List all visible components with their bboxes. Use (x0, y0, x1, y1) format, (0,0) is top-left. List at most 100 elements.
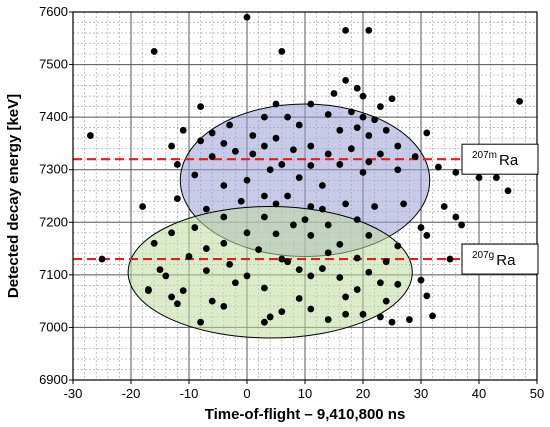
data-point (226, 121, 234, 129)
data-point (243, 13, 251, 21)
data-point (342, 27, 349, 34)
label-box-207m (461, 143, 539, 175)
data-point (319, 265, 326, 272)
data-point (307, 232, 315, 239)
data-point (220, 239, 228, 247)
y-tick-label: 7600 (39, 4, 68, 19)
data-point (278, 48, 286, 55)
data-point (504, 187, 512, 195)
y-tick-label: 7400 (39, 109, 68, 124)
data-point (336, 274, 344, 281)
data-point (278, 308, 286, 316)
label-superscript: 207g (472, 250, 494, 261)
data-point (203, 205, 210, 213)
data-point (394, 280, 402, 288)
data-point (290, 221, 297, 229)
data-point (371, 203, 378, 210)
data-point (388, 318, 396, 326)
y-axis-title: Detected decay energy [keV] (5, 94, 22, 298)
data-point (168, 293, 176, 301)
y-tick-label: 7300 (39, 162, 68, 177)
data-point (394, 166, 402, 174)
y-tick-label: 7100 (39, 267, 68, 282)
data-point (365, 268, 373, 276)
data-point (284, 113, 291, 121)
data-point (284, 192, 291, 200)
data-point (324, 249, 332, 257)
data-point (197, 318, 205, 326)
data-point (452, 168, 460, 176)
data-point (319, 205, 326, 213)
data-point (220, 140, 228, 147)
data-point (382, 258, 390, 266)
x-tick-label: 40 (472, 386, 486, 401)
data-point (307, 203, 315, 210)
data-point (249, 132, 257, 139)
data-point (272, 100, 280, 108)
data-point (174, 195, 181, 203)
data-point (406, 316, 413, 323)
data-point (353, 216, 361, 224)
data-point (261, 113, 268, 121)
data-point (353, 84, 361, 92)
data-point (365, 232, 373, 239)
data-point (237, 197, 245, 205)
data-point (255, 246, 262, 254)
y-tick-label: 7000 (39, 319, 68, 334)
data-point (388, 95, 396, 103)
data-point (272, 230, 280, 238)
data-point (365, 132, 373, 139)
data-point (295, 295, 303, 302)
data-point (249, 150, 257, 158)
data-point (272, 200, 280, 208)
ellipse-lower (127, 206, 413, 339)
data-point (145, 287, 152, 295)
data-point (452, 213, 460, 221)
data-point (371, 116, 378, 124)
data-point (98, 255, 106, 263)
data-point (324, 150, 332, 158)
data-point (423, 129, 431, 137)
x-axis-title: Time-of-flight – 9,410,800 ns (205, 406, 406, 423)
data-point (220, 182, 228, 189)
data-point (353, 124, 361, 132)
label-superscript: 207m (472, 150, 497, 161)
x-tick-label: -20 (122, 386, 141, 401)
data-point (382, 126, 390, 134)
data-point (150, 239, 158, 247)
data-point (226, 260, 234, 268)
x-tick-label: 20 (356, 386, 370, 401)
data-point (139, 203, 147, 210)
data-point (179, 126, 187, 134)
data-points (87, 13, 523, 326)
data-point (174, 161, 181, 168)
data-point (394, 242, 402, 250)
data-point (516, 97, 523, 105)
data-point (290, 146, 297, 154)
data-point (272, 134, 280, 142)
data-point (440, 203, 448, 210)
data-point (475, 174, 483, 182)
data-point (417, 224, 425, 231)
data-point (411, 153, 419, 160)
data-point (324, 221, 332, 229)
data-point (150, 48, 158, 55)
data-point (353, 286, 361, 293)
data-point (493, 174, 500, 182)
data-point (179, 287, 187, 295)
data-point (307, 305, 315, 313)
x-tick-label: -30 (64, 386, 83, 401)
data-point (330, 90, 338, 97)
x-tick-label: 50 (530, 386, 544, 401)
data-point (261, 192, 268, 200)
data-point (359, 113, 367, 121)
label-text-207g: 207g Ra (472, 250, 516, 269)
data-point (429, 312, 436, 320)
data-point (301, 216, 309, 224)
data-point (307, 142, 315, 150)
x-tick-label: 0 (243, 386, 250, 401)
data-point (232, 279, 239, 287)
data-point (232, 147, 239, 155)
data-point (423, 232, 431, 239)
